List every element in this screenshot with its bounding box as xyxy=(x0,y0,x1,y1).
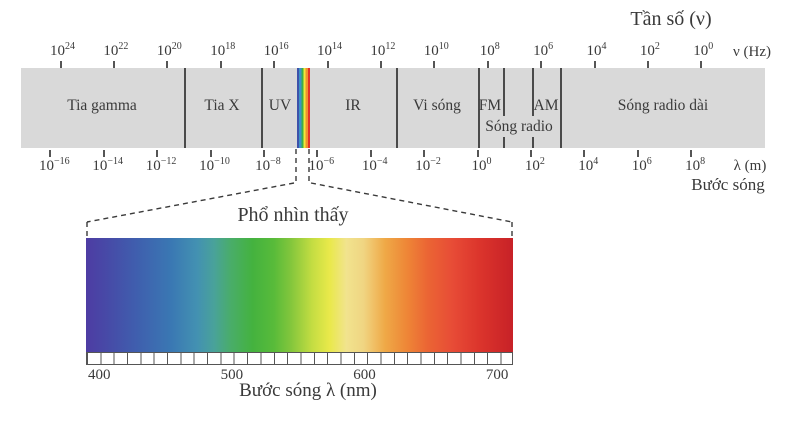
wave-tick xyxy=(529,150,532,157)
region-label-xray: Tia X xyxy=(204,97,240,114)
nm-tick-label: 600 xyxy=(353,367,376,383)
em-band xyxy=(21,68,765,148)
freq-tick-label: 1010 xyxy=(423,41,449,60)
freq-tick-label: 104 xyxy=(586,41,607,60)
visible-spectrum-title: Phổ nhìn thấy xyxy=(237,204,349,226)
freq-tick xyxy=(593,61,596,68)
visible-light-strip xyxy=(297,68,310,148)
wave-tick xyxy=(156,150,159,157)
wave-tick-label: 10−16 xyxy=(38,156,70,175)
band-divider xyxy=(396,68,398,148)
nm-scale-ruler xyxy=(86,352,513,365)
freq-tick xyxy=(486,61,489,68)
freq-tick-label: 100 xyxy=(693,41,714,60)
wavelength-unit-label: λ (m) xyxy=(733,158,767,174)
freq-tick xyxy=(166,61,169,68)
freq-tick-label: 106 xyxy=(533,41,554,60)
band-divider xyxy=(261,68,263,148)
band-divider-partial xyxy=(503,68,505,116)
freq-tick xyxy=(219,61,222,68)
freq-tick xyxy=(700,61,703,68)
freq-tick xyxy=(379,61,382,68)
wave-tick xyxy=(209,150,212,157)
band-divider xyxy=(560,68,562,148)
freq-tick-label: 1024 xyxy=(50,41,75,60)
band-divider xyxy=(478,68,480,148)
wave-tick xyxy=(476,150,479,157)
wave-tick xyxy=(262,150,265,157)
frequency-unit-label: ν (Hz) xyxy=(732,44,772,60)
region-label-fm: FM xyxy=(478,97,502,114)
freq-tick xyxy=(326,61,329,68)
wave-tick-label: 10−4 xyxy=(361,156,388,175)
region-label-radio: Sóng radio xyxy=(485,118,553,135)
wave-tick-label: 10−10 xyxy=(199,156,230,175)
freq-tick xyxy=(59,61,62,68)
freq-tick-label: 102 xyxy=(639,41,660,60)
wave-tick xyxy=(636,150,639,157)
nm-tick-label: 700 xyxy=(485,367,509,383)
freq-tick-label: 1020 xyxy=(156,41,182,60)
wave-tick-label: 10−6 xyxy=(308,156,335,175)
wave-tick xyxy=(102,150,105,157)
wave-tick xyxy=(423,150,426,157)
band-divider-partial xyxy=(532,68,534,116)
freq-tick xyxy=(646,61,649,68)
nm-tick-label: 500 xyxy=(220,367,244,383)
region-label-microwave: Vi sóng xyxy=(413,97,461,114)
wave-tick-label: 10−12 xyxy=(145,156,177,175)
band-divider-stub xyxy=(532,137,534,148)
wave-tick-label: 104 xyxy=(578,156,599,175)
freq-tick xyxy=(433,61,436,68)
wave-tick-label: 10−2 xyxy=(415,156,441,175)
freq-tick xyxy=(273,61,276,68)
wave-tick xyxy=(49,150,52,157)
region-label-ir: IR xyxy=(345,97,361,114)
band-divider-stub xyxy=(503,137,505,148)
region-label-am: AM xyxy=(533,97,559,114)
frequency-axis-title: Tần số (ν) xyxy=(630,8,712,30)
nm-tick-label: 400 xyxy=(88,367,111,383)
visible-spectrum-bar xyxy=(86,238,513,352)
wave-tick xyxy=(369,150,372,157)
freq-tick-label: 1012 xyxy=(370,41,396,60)
freq-tick xyxy=(540,61,543,68)
band-divider xyxy=(184,68,186,148)
freq-tick xyxy=(112,61,115,68)
wave-tick-label: 100 xyxy=(471,156,492,175)
freq-tick-label: 1022 xyxy=(103,41,129,60)
freq-tick-label: 1014 xyxy=(317,41,342,60)
wave-tick-label: 108 xyxy=(685,156,706,175)
visible-spectrum-axis-caption: Bước sóng λ (nm) xyxy=(239,380,377,401)
wave-tick xyxy=(690,150,693,157)
wave-tick-label: 10−14 xyxy=(92,156,124,175)
region-label-long-radio: Sóng radio dài xyxy=(617,97,709,114)
region-label-gamma: Tia gamma xyxy=(67,97,137,114)
wave-tick xyxy=(316,150,319,157)
freq-tick-label: 1016 xyxy=(263,41,289,60)
wave-tick xyxy=(583,150,586,157)
wave-tick-label: 10−8 xyxy=(255,156,281,175)
freq-tick-label: 108 xyxy=(479,41,500,60)
region-label-uv: UV xyxy=(268,97,292,114)
wave-tick-label: 102 xyxy=(524,156,545,175)
freq-tick-label: 1018 xyxy=(210,41,236,60)
wave-tick-label: 106 xyxy=(631,156,652,175)
wavelength-axis-caption: Bước sóng xyxy=(691,175,765,194)
